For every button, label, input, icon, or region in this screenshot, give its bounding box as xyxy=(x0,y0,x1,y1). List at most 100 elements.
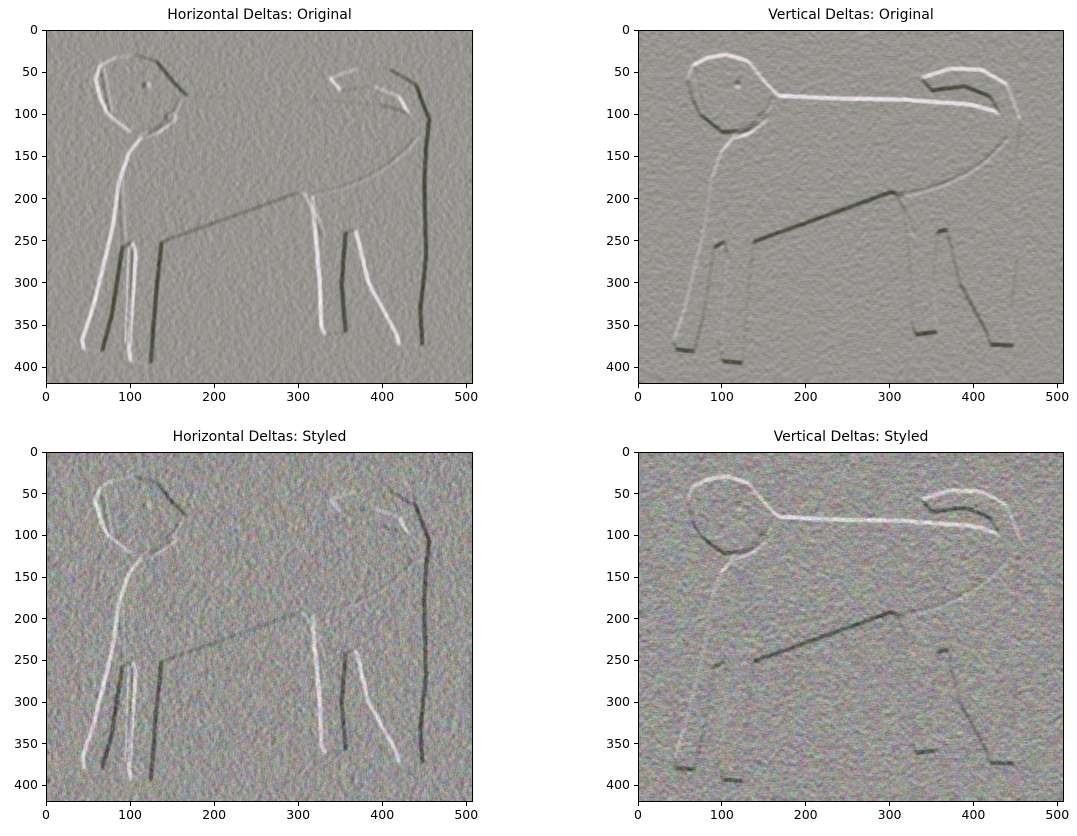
x-tick-label: 100 xyxy=(709,807,734,822)
x-tick-mark xyxy=(129,802,131,806)
y-tick-mark xyxy=(634,618,638,620)
y-tick-mark xyxy=(42,282,46,284)
x-tick-label: 200 xyxy=(793,389,818,404)
x-tick-label: 400 xyxy=(370,807,395,822)
x-tick-mark xyxy=(381,802,383,806)
y-tick-mark xyxy=(634,493,638,495)
y-tick-mark xyxy=(42,324,46,326)
y-tick-label: 350 xyxy=(606,735,630,751)
x-tick-mark xyxy=(1056,802,1058,806)
y-tick-mark xyxy=(634,29,638,31)
y-tick-label: 400 xyxy=(606,777,630,793)
y-tick-mark xyxy=(42,198,46,200)
x-tick-mark xyxy=(805,384,807,388)
y-tick-label: 300 xyxy=(606,274,630,290)
x-tick-label: 0 xyxy=(42,807,50,822)
y-tick-mark xyxy=(42,29,46,31)
y-tick-label: 0 xyxy=(30,444,38,459)
y-tick-label: 350 xyxy=(606,317,630,332)
y-tick-mark xyxy=(42,701,46,703)
y-tick-label: 0 xyxy=(622,444,630,459)
x-tick-label: 300 xyxy=(877,807,902,822)
x-tick-label: 500 xyxy=(454,807,479,822)
y-tick-mark xyxy=(42,240,46,242)
x-tick-label: 100 xyxy=(118,807,142,822)
x-tick-label: 0 xyxy=(634,807,642,822)
x-tick-mark xyxy=(45,802,47,806)
delta-image-canvas xyxy=(47,453,472,801)
x-tick-label: 300 xyxy=(877,389,902,404)
y-tick-label: 0 xyxy=(30,22,38,37)
delta-image-canvas xyxy=(47,31,472,383)
x-tick-mark xyxy=(972,802,974,806)
y-tick-mark xyxy=(634,240,638,242)
x-tick-label: 400 xyxy=(961,389,986,404)
x-tick-label: 400 xyxy=(961,807,986,822)
x-tick-label: 100 xyxy=(118,389,142,404)
x-tick-mark xyxy=(721,802,723,806)
y-tick-mark xyxy=(634,366,638,368)
y-tick-label: 400 xyxy=(606,359,630,375)
y-tick-label: 150 xyxy=(606,569,630,584)
x-tick-mark xyxy=(889,802,891,806)
y-tick-mark xyxy=(634,576,638,578)
y-tick-label: 350 xyxy=(14,735,38,751)
plot-area xyxy=(638,30,1064,384)
x-tick-mark xyxy=(889,384,891,388)
y-tick-label: 250 xyxy=(606,652,630,668)
y-tick-label: 150 xyxy=(606,148,630,164)
y-tick-label: 300 xyxy=(606,694,630,709)
x-tick-label: 400 xyxy=(370,389,395,404)
y-tick-label: 50 xyxy=(614,64,630,80)
x-tick-mark xyxy=(297,802,299,806)
plot-area xyxy=(638,452,1064,802)
x-tick-mark xyxy=(637,802,639,806)
y-tick-label: 200 xyxy=(606,190,630,206)
subplot-title: Vertical Deltas: Original xyxy=(768,7,934,23)
y-tick-label: 400 xyxy=(14,359,38,375)
x-tick-mark xyxy=(805,802,807,806)
y-tick-mark xyxy=(634,282,638,284)
y-tick-label: 300 xyxy=(14,694,38,709)
x-tick-label: 200 xyxy=(793,807,818,822)
x-tick-mark xyxy=(972,384,974,388)
y-tick-label: 150 xyxy=(14,148,38,164)
x-tick-label: 300 xyxy=(286,807,311,822)
x-tick-label: 500 xyxy=(1045,389,1070,404)
y-tick-label: 250 xyxy=(606,232,630,248)
subplot-title: Vertical Deltas: Styled xyxy=(773,429,929,445)
y-tick-mark xyxy=(42,659,46,661)
x-tick-mark xyxy=(213,802,215,806)
delta-image-canvas xyxy=(639,453,1063,801)
x-tick-mark xyxy=(1056,384,1058,388)
x-tick-mark xyxy=(297,384,299,388)
y-tick-mark xyxy=(634,451,638,453)
x-tick-mark xyxy=(465,802,467,806)
x-tick-mark xyxy=(45,384,47,388)
y-tick-mark xyxy=(42,71,46,73)
x-tick-label: 300 xyxy=(286,389,311,404)
x-tick-mark xyxy=(129,384,131,388)
y-tick-mark xyxy=(42,366,46,368)
y-tick-mark xyxy=(634,784,638,786)
x-tick-mark xyxy=(465,384,467,388)
delta-image-canvas xyxy=(639,31,1063,383)
y-tick-mark xyxy=(42,784,46,786)
y-tick-label: 250 xyxy=(14,652,38,668)
subplot-title: Horizontal Deltas: Styled xyxy=(172,429,347,445)
y-tick-label: 0 xyxy=(622,22,630,37)
x-tick-label: 100 xyxy=(709,389,734,404)
y-tick-label: 300 xyxy=(14,274,38,290)
y-tick-mark xyxy=(42,493,46,495)
y-tick-label: 200 xyxy=(606,610,630,626)
y-tick-label: 100 xyxy=(14,106,38,122)
plot-area xyxy=(46,452,473,802)
y-tick-mark xyxy=(634,324,638,326)
y-tick-mark xyxy=(634,659,638,661)
y-tick-label: 150 xyxy=(14,569,38,584)
subplot-title: Horizontal Deltas: Original xyxy=(167,7,352,23)
y-tick-mark xyxy=(42,743,46,745)
x-tick-label: 200 xyxy=(202,389,227,404)
y-tick-label: 400 xyxy=(14,777,38,793)
